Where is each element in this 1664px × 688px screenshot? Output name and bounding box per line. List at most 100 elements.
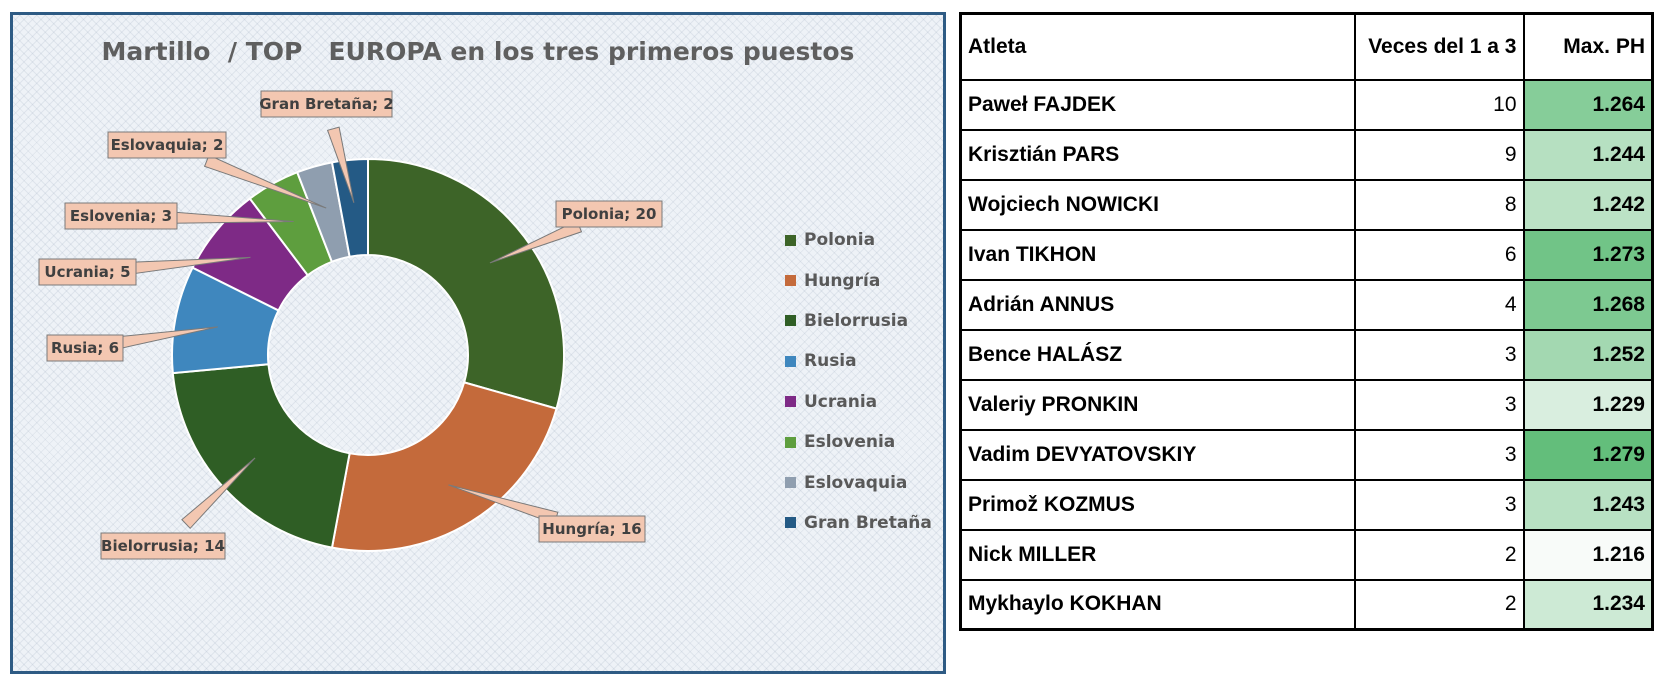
podium-count: 6 [1353,228,1525,281]
athlete-name: Ivan TIKHON [959,228,1356,281]
data-label-4: Ucrania; 5 [44,263,130,281]
table-row: Nick MILLER 2 1.216 [959,528,1654,581]
legend-swatch [785,436,796,448]
legend-label: Rusia [804,351,857,372]
max-ph: 1.242 [1522,178,1654,231]
athlete-name: Adrián ANNUS [959,278,1356,331]
legend-swatch [785,477,796,489]
data-label-0: Polonia; 20 [562,205,657,223]
table-row: Paweł FAJDEK 10 1.264 [959,78,1654,131]
legend-item: Eslovenia [785,422,932,462]
table-row: Primož KOZMUS 3 1.243 [959,478,1654,531]
max-ph: 1.268 [1522,278,1654,331]
athlete-name: Primož KOZMUS [959,478,1356,531]
athletes-table: Atleta Veces del 1 a 3 Max. PH Paweł FAJ… [959,12,1654,631]
table-row: Mykhaylo KOKHAN 2 1.234 [959,578,1654,631]
callout-box-6 [107,131,227,159]
legend-label: Bielorrusia [804,310,909,331]
data-label-5: Eslovenia; 3 [70,207,172,225]
legend-item: Eslovaquia [785,462,932,502]
legend-item: Ucrania [785,382,932,422]
podium-count: 2 [1353,578,1525,631]
podium-count: 9 [1353,128,1525,181]
legend-item: Rusia [785,341,932,381]
legend-label: Gran Bretaña [804,512,932,533]
athletes-table-panel: Atleta Veces del 1 a 3 Max. PH Paweł FAJ… [959,12,1654,631]
legend-label: Eslovaquia [804,472,908,493]
callout-box-3 [46,334,124,362]
podium-count: 3 [1353,328,1525,381]
table-header-row: Atleta Veces del 1 a 3 Max. PH [959,12,1654,81]
legend-item: Bielorrusia [785,301,932,341]
legend-swatch [785,315,796,327]
legend-swatch [785,275,796,287]
max-ph: 1.234 [1522,578,1654,631]
legend-swatch [785,234,796,246]
legend-label: Polonia [804,230,876,251]
table-row: Wojciech NOWICKI 8 1.242 [959,178,1654,231]
callout-leader-2 [181,457,256,530]
legend-label: Hungría [804,270,881,291]
podium-count: 3 [1353,478,1525,531]
legend-swatch [785,517,796,529]
header-count: Veces del 1 a 3 [1353,12,1525,81]
athlete-name: Paweł FAJDEK [959,78,1356,131]
athlete-name: Bence HALÁSZ [959,328,1356,381]
legend-item: Gran Bretaña [785,503,932,543]
table-row: Krisztián PARS 9 1.244 [959,128,1654,181]
table-row: Bence HALÁSZ 3 1.252 [959,328,1654,381]
max-ph: 1.243 [1522,478,1654,531]
data-label-7: Gran Bretaña; 2 [259,95,394,113]
max-ph: 1.252 [1522,328,1654,381]
athlete-name: Wojciech NOWICKI [959,178,1356,231]
max-ph: 1.229 [1522,378,1654,431]
callout-box-7 [260,90,393,118]
podium-count: 10 [1353,78,1525,131]
callout-box-1 [538,515,646,543]
podium-count: 3 [1353,428,1525,481]
athlete-name: Krisztián PARS [959,128,1356,181]
data-label-2: Bielorrusia; 14 [101,537,225,555]
header-athlete: Atleta [959,12,1356,81]
max-ph: 1.273 [1522,228,1654,281]
athlete-name: Mykhaylo KOKHAN [959,578,1356,631]
legend-item: Hungría [785,260,932,300]
donut-slice-2 [171,363,351,549]
table-row: Vadim DEVYATOVSKIY 3 1.279 [959,428,1654,481]
callout-leader-7 [326,126,355,204]
table-row: Ivan TIKHON 6 1.273 [959,228,1654,281]
max-ph: 1.264 [1522,78,1654,131]
chart-legend: Polonia Hungría Bielorrusia Rusia Ucrania Esl… [785,220,932,543]
max-ph: 1.216 [1522,528,1654,581]
max-ph: 1.244 [1522,128,1654,181]
athlete-name: Vadim DEVYATOVSKIY [959,428,1356,481]
callout-leader-6 [203,154,327,209]
donut-slice-1 [330,381,558,552]
athlete-name: Valeriy PRONKIN [959,378,1356,431]
table-row: Adrián ANNUS 4 1.268 [959,278,1654,331]
chart-title: Martillo / TOP EUROPA en los tres primer… [101,37,855,66]
donut-chart: Polonia; 20 Hungría; 16 Bielorrusia; 14 Rus… [38,90,663,560]
data-label-1: Hungría; 16 [542,520,641,538]
callout-box-5 [64,202,178,230]
legend-swatch [785,396,796,408]
legend-label: Ucrania [804,391,878,412]
header-max: Max. PH [1522,12,1654,81]
callout-box-0 [555,200,663,228]
callout-box-2 [100,532,226,560]
max-ph: 1.279 [1522,428,1654,481]
data-label-3: Rusia; 6 [51,339,119,357]
table-row: Valeriy PRONKIN 3 1.229 [959,378,1654,431]
legend-label: Eslovenia [804,432,896,453]
legend-item: Polonia [785,220,932,260]
data-label-6: Eslovaquia; 2 [111,136,224,154]
callout-box-4 [38,258,137,286]
podium-count: 2 [1353,528,1525,581]
podium-count: 8 [1353,178,1525,231]
athlete-name: Nick MILLER [959,528,1356,581]
podium-count: 3 [1353,378,1525,431]
legend-swatch [785,355,796,367]
chart-panel: Martillo / TOP EUROPA en los tres primer… [10,12,946,674]
podium-count: 4 [1353,278,1525,331]
donut-slice-0 [367,157,565,410]
